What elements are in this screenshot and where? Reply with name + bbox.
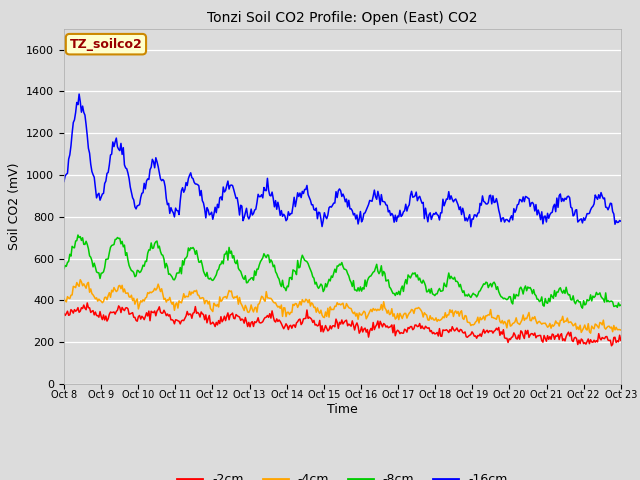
-16cm	[234, 202, 242, 208]
-16cm	[472, 212, 479, 218]
-4cm	[60, 296, 68, 301]
-2cm	[617, 337, 625, 343]
Line: -8cm: -8cm	[64, 235, 621, 308]
-8cm	[579, 305, 586, 311]
-16cm	[399, 209, 407, 215]
-2cm	[83, 300, 91, 306]
-8cm	[60, 266, 68, 272]
-4cm	[567, 319, 575, 325]
-4cm	[373, 308, 381, 313]
-2cm	[470, 333, 478, 339]
-16cm	[467, 224, 475, 229]
Line: -16cm: -16cm	[64, 94, 621, 227]
-4cm	[296, 299, 304, 304]
-16cm	[60, 179, 68, 184]
-4cm	[617, 327, 625, 333]
-4cm	[76, 277, 84, 283]
-8cm	[399, 288, 407, 294]
-2cm	[607, 343, 615, 348]
Legend: -2cm, -4cm, -8cm, -16cm: -2cm, -4cm, -8cm, -16cm	[172, 468, 513, 480]
-8cm	[296, 264, 304, 270]
-4cm	[399, 312, 407, 318]
-2cm	[567, 329, 575, 335]
-16cm	[617, 218, 625, 224]
-2cm	[399, 330, 407, 336]
-16cm	[373, 196, 381, 202]
-2cm	[296, 316, 304, 322]
Line: -4cm: -4cm	[64, 280, 621, 333]
-8cm	[373, 262, 381, 267]
-2cm	[234, 313, 242, 319]
-16cm	[296, 190, 304, 196]
-2cm	[60, 311, 68, 316]
-2cm	[373, 322, 381, 327]
-4cm	[234, 301, 242, 307]
-8cm	[470, 292, 478, 298]
-8cm	[74, 232, 82, 238]
Y-axis label: Soil CO2 (mV): Soil CO2 (mV)	[8, 163, 20, 250]
Line: -2cm: -2cm	[64, 303, 621, 346]
-16cm	[568, 205, 576, 211]
-16cm	[76, 91, 83, 97]
-8cm	[234, 265, 242, 271]
-8cm	[617, 302, 625, 308]
-4cm	[587, 330, 595, 336]
Title: Tonzi Soil CO2 Profile: Open (East) CO2: Tonzi Soil CO2 Profile: Open (East) CO2	[207, 11, 477, 25]
-4cm	[470, 321, 478, 327]
-8cm	[567, 297, 575, 302]
X-axis label: Time: Time	[327, 403, 358, 416]
Text: TZ_soilco2: TZ_soilco2	[70, 37, 142, 51]
